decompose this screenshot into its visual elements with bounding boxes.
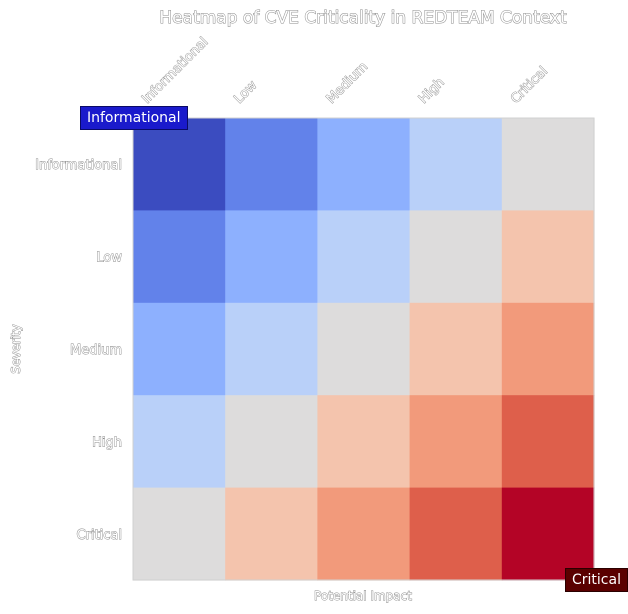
heatmap-cell [317,302,411,396]
heatmap-cell [409,118,503,211]
heatmap-cell [501,118,595,211]
x-tick-label: High [416,75,448,107]
x-axis-label: Potential Impact [314,589,412,603]
y-tick-label: Informational [35,158,122,173]
y-tick-label: High [92,435,122,450]
heatmap-cell [501,487,595,581]
y-tick-label: Critical [77,528,122,543]
heatmap-cell [317,395,411,489]
heatmap-cell [409,210,503,304]
x-tick-label: Low [232,78,261,107]
chart-title: Heatmap of CVE Criticality in REDTEAM Co… [159,8,567,28]
y-tick-label: Low [96,251,122,266]
heatmap-cell [409,395,503,489]
heatmap-cell [225,487,318,581]
heatmap-cell [225,210,318,304]
heatmap-cell [225,395,318,489]
x-tick-label: Critical [508,64,551,107]
heatmap-cell [409,487,503,581]
y-tick-labels: Informational Low Medium High Critical [35,158,123,543]
heatmap-cell [133,210,226,304]
heatmap-cell [225,302,318,396]
colorbar-max-badge: Critical [565,568,628,592]
heatmap-cell [133,118,226,211]
heatmap-cell [133,395,226,489]
heatmap-cell [133,487,226,581]
heatmap-cell [317,487,411,581]
x-tick-label: Medium [324,59,371,106]
x-tick-labels: Informational Low Medium High Critical [139,34,551,107]
heatmap-cell [317,118,411,211]
y-tick-label: Medium [70,343,122,358]
heatmap-cell [317,210,411,304]
heatmap-cell [225,118,318,211]
y-axis-label: Severity [9,324,23,374]
colorbar-min-badge: Informational [80,106,188,130]
plot-frame [132,117,595,581]
heatmap-cell [501,210,595,304]
x-tick-label: Informational [139,35,211,107]
heatmap-cells [133,118,595,581]
heatmap-cell [133,302,226,396]
heatmap-cell [501,395,595,489]
heatmap-cell [501,302,595,396]
heatmap-cell [409,302,503,396]
